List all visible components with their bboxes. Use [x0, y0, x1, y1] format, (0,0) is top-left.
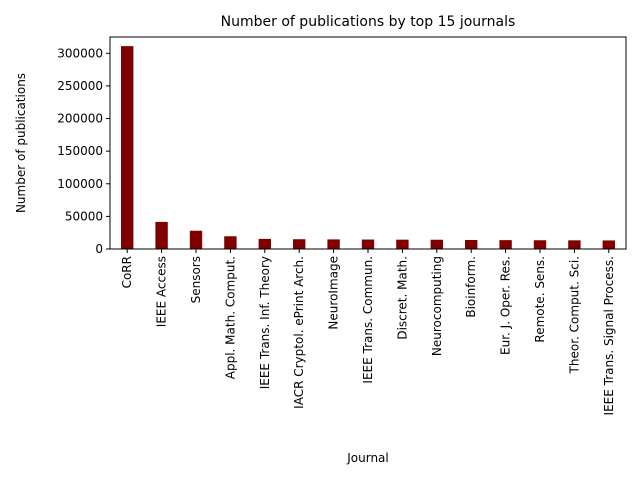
y-tick-label: 0	[95, 242, 103, 256]
bar	[430, 239, 443, 249]
bar	[499, 240, 512, 249]
x-axis: CoRR IEEE Access Sensors Appl. Math. Comput…	[120, 249, 616, 415]
y-tick-label: 300000	[57, 46, 103, 60]
y-tick-label: 150000	[57, 144, 103, 158]
x-tick-label: IEEE Trans. Commun.	[361, 256, 375, 384]
y-axis-label: Number of publications	[14, 73, 28, 213]
bar	[327, 239, 340, 249]
x-tick-label: Remote. Sens.	[533, 256, 547, 343]
chart-title: Number of publications by top 15 journal…	[221, 14, 516, 30]
bar	[121, 46, 134, 249]
x-tick-label: IACR Cryptol. ePrint Arch.	[292, 256, 306, 409]
bar	[568, 240, 581, 249]
y-tick-label: 100000	[57, 177, 103, 191]
y-tick-label: 250000	[57, 79, 103, 93]
x-tick-label: IEEE Trans. Signal Process.	[602, 256, 616, 415]
x-tick-label: NeuroImage	[327, 256, 341, 330]
x-tick-label: IEEE Trans. Inf. Theory	[258, 256, 272, 389]
x-tick-label: Discret. Math.	[395, 256, 409, 340]
bar	[602, 240, 615, 249]
y-tick-label: 50000	[65, 209, 103, 223]
x-tick-label: Appl. Math. Comput.	[223, 256, 237, 379]
x-tick-label: CoRR	[120, 256, 134, 288]
bar	[533, 240, 547, 249]
bar	[258, 238, 271, 249]
y-axis: 0 50000 100000 150000 200000 250000 300000	[57, 46, 110, 256]
x-tick-label: Sensors	[189, 256, 203, 303]
x-axis-label: Journal	[346, 451, 389, 465]
bar	[189, 230, 203, 249]
y-tick-label: 200000	[57, 112, 103, 126]
bar	[465, 240, 478, 249]
bar	[396, 239, 409, 249]
x-tick-label: Eur. J. Oper. Res.	[499, 256, 513, 355]
bars-group	[121, 46, 615, 249]
x-tick-label: Theor. Comput. Sci.	[567, 256, 581, 374]
bar	[155, 221, 168, 249]
bar	[224, 236, 237, 249]
x-tick-label: Bioinform.	[464, 256, 478, 318]
bar	[293, 239, 306, 249]
bar	[361, 239, 375, 249]
x-tick-label: Neurocomputing	[430, 256, 444, 356]
x-tick-label: IEEE Access	[155, 256, 169, 327]
